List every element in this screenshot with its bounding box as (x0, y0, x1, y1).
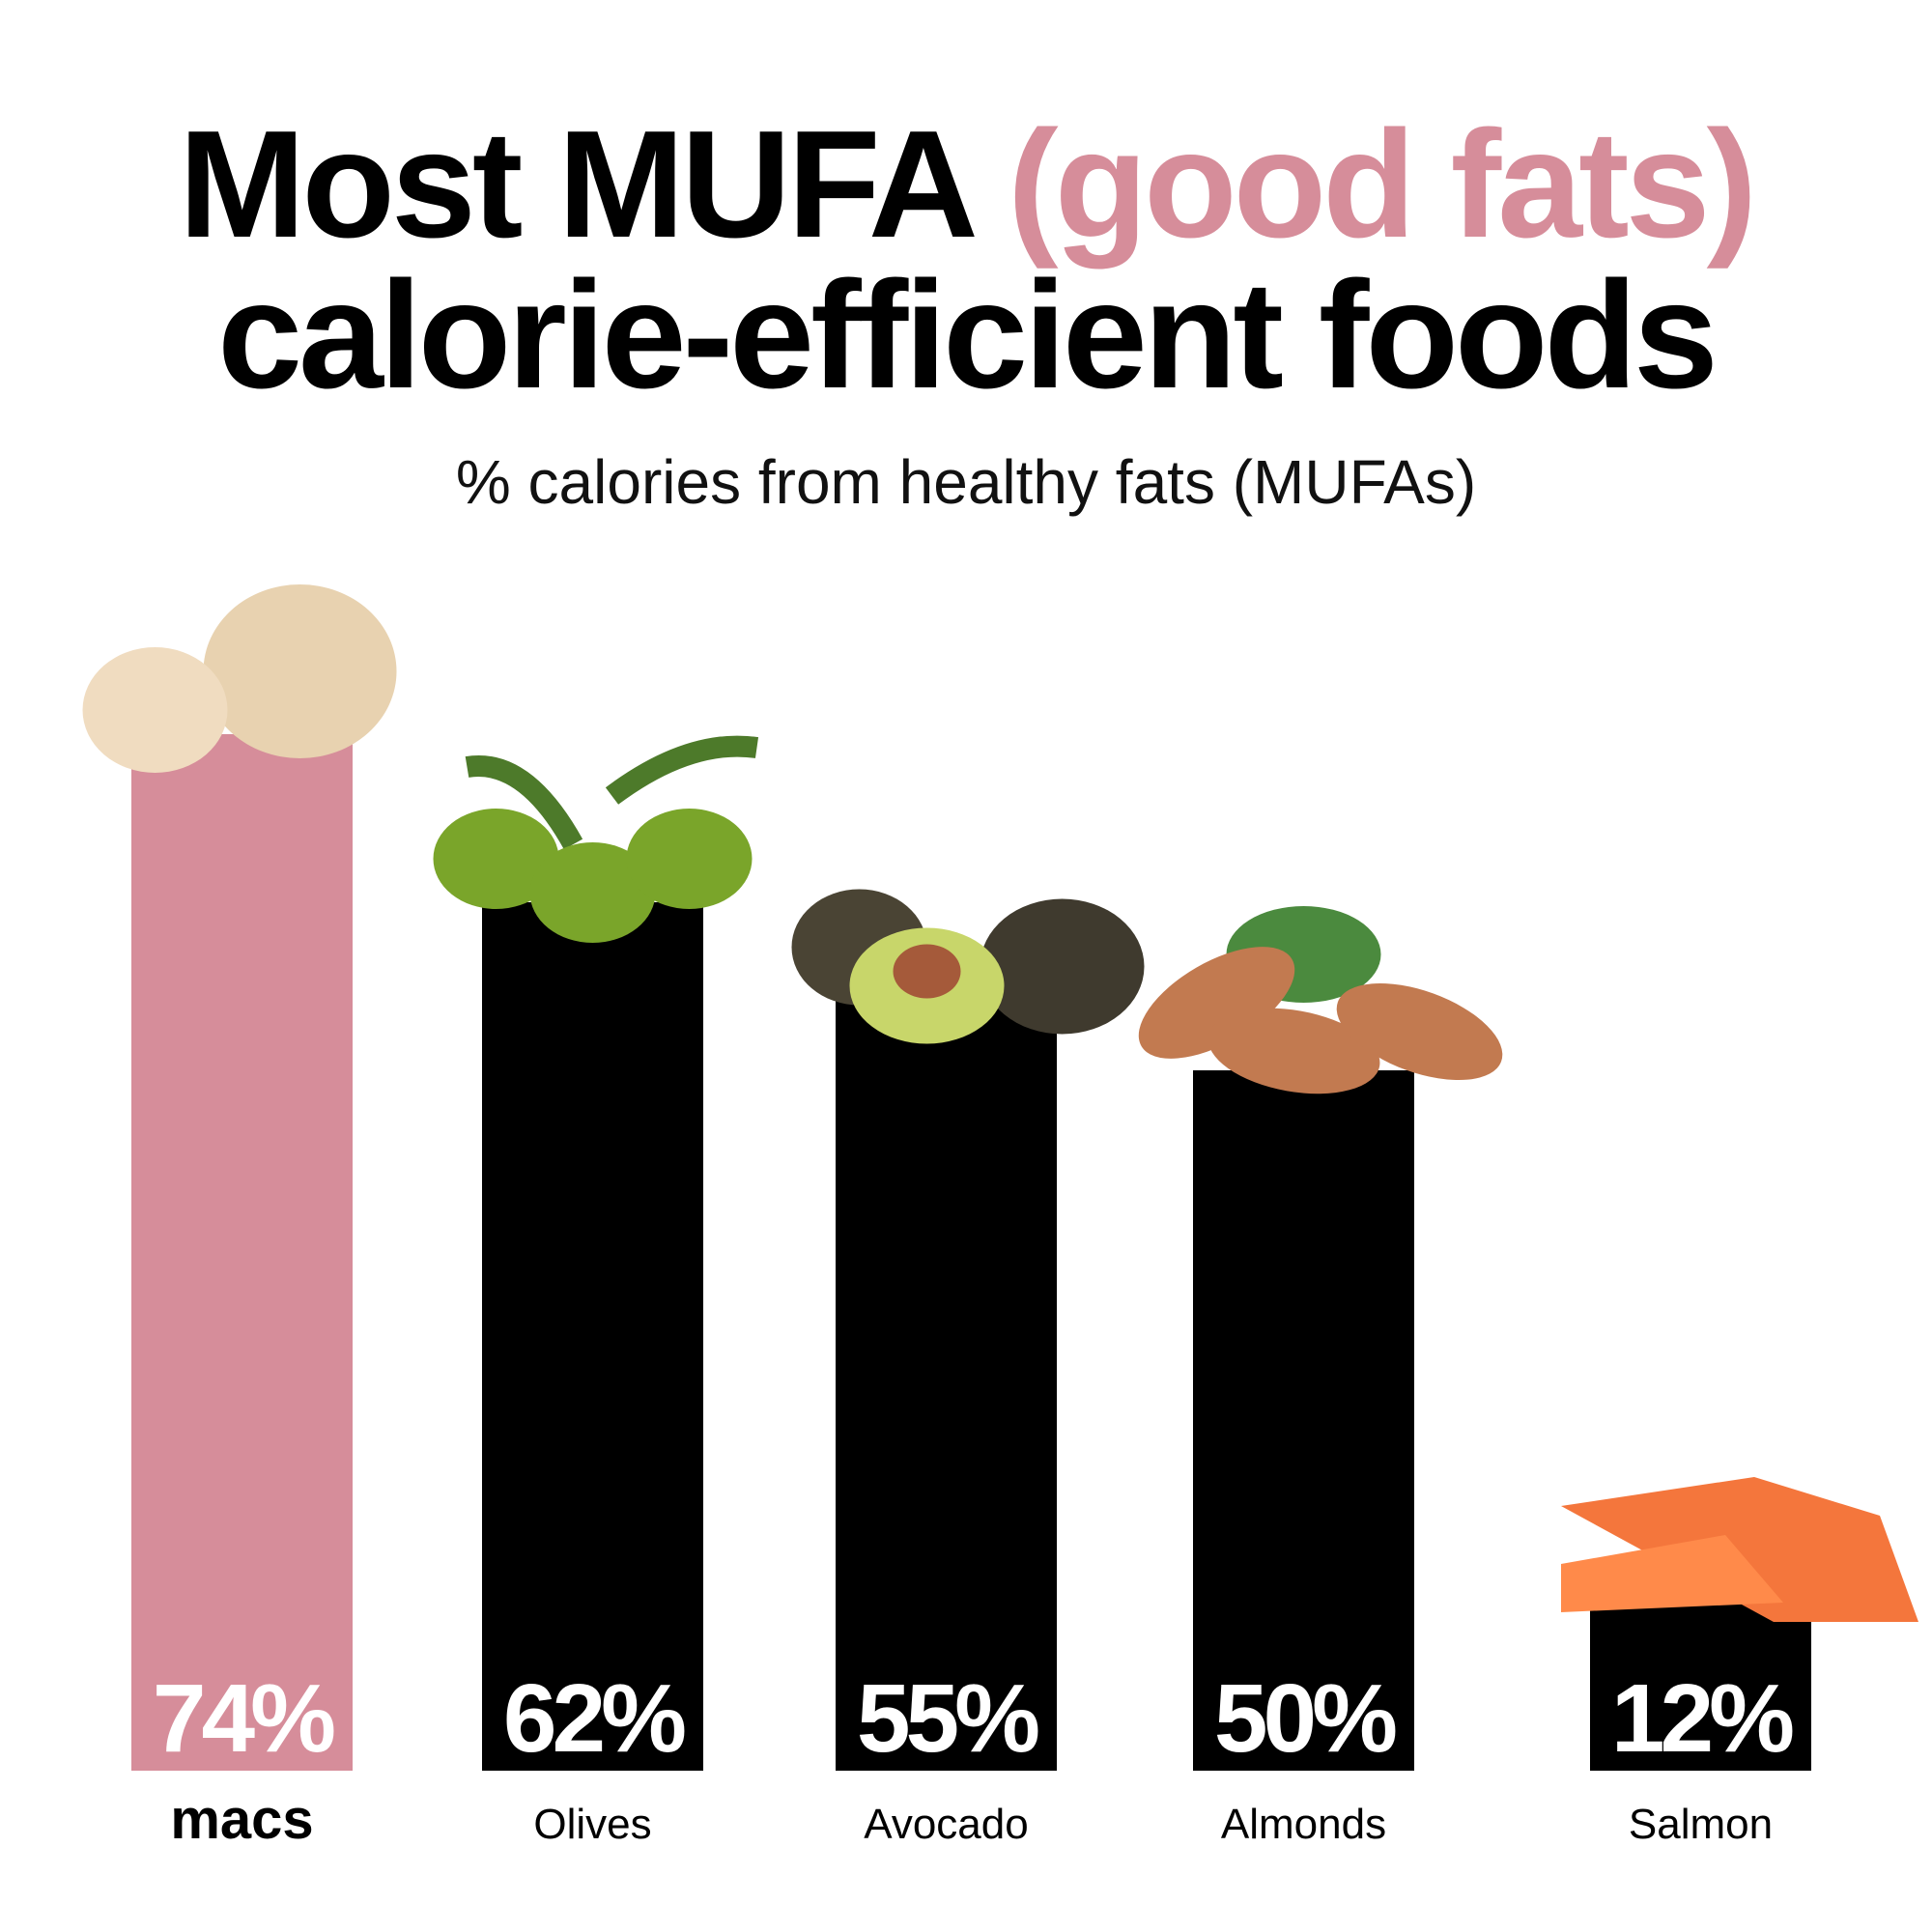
almonds-icon (1138, 906, 1503, 1094)
data-label: 55% (857, 1664, 1038, 1773)
bar-group-almonds: 50% Almonds (1138, 906, 1503, 1848)
bar-group-salmon: 12% Salmon (1561, 1477, 1918, 1848)
bar-group-macs: 74% macs (82, 584, 397, 1851)
bar-avocado (836, 1000, 1057, 1771)
data-label: 62% (503, 1664, 685, 1773)
bar-group-avocado: 55% Avocado (791, 889, 1145, 1848)
category-label: Olives (533, 1801, 651, 1848)
bar-macs (131, 734, 353, 1771)
category-label: Avocado (864, 1801, 1028, 1848)
category-label: Almonds (1221, 1801, 1386, 1848)
macadamia-nuts-icon (82, 584, 397, 773)
bar-almonds (1193, 1070, 1414, 1771)
title-line-2: calorie-efficient foods (217, 250, 1719, 420)
title-main: Most MUFA (178, 99, 1008, 270)
data-label: 74% (153, 1664, 334, 1773)
avocado-icon (791, 889, 1145, 1044)
bar-group-olives: 62% Olives (433, 735, 759, 1848)
data-label: 50% (1214, 1664, 1396, 1773)
data-label: 12% (1611, 1664, 1793, 1773)
bar-olives (482, 902, 703, 1771)
category-label: macs (170, 1788, 313, 1851)
title-accent: (good fats) (1008, 99, 1757, 270)
title-line-1: Most MUFA (good fats) (0, 108, 1932, 261)
category-label: Salmon (1629, 1801, 1773, 1848)
salmon-icon (1561, 1477, 1918, 1622)
bar-salmon (1590, 1603, 1811, 1771)
olives-icon (433, 735, 759, 943)
chart-subtitle: % calories from healthy fats (MUFAs) (455, 447, 1477, 517)
